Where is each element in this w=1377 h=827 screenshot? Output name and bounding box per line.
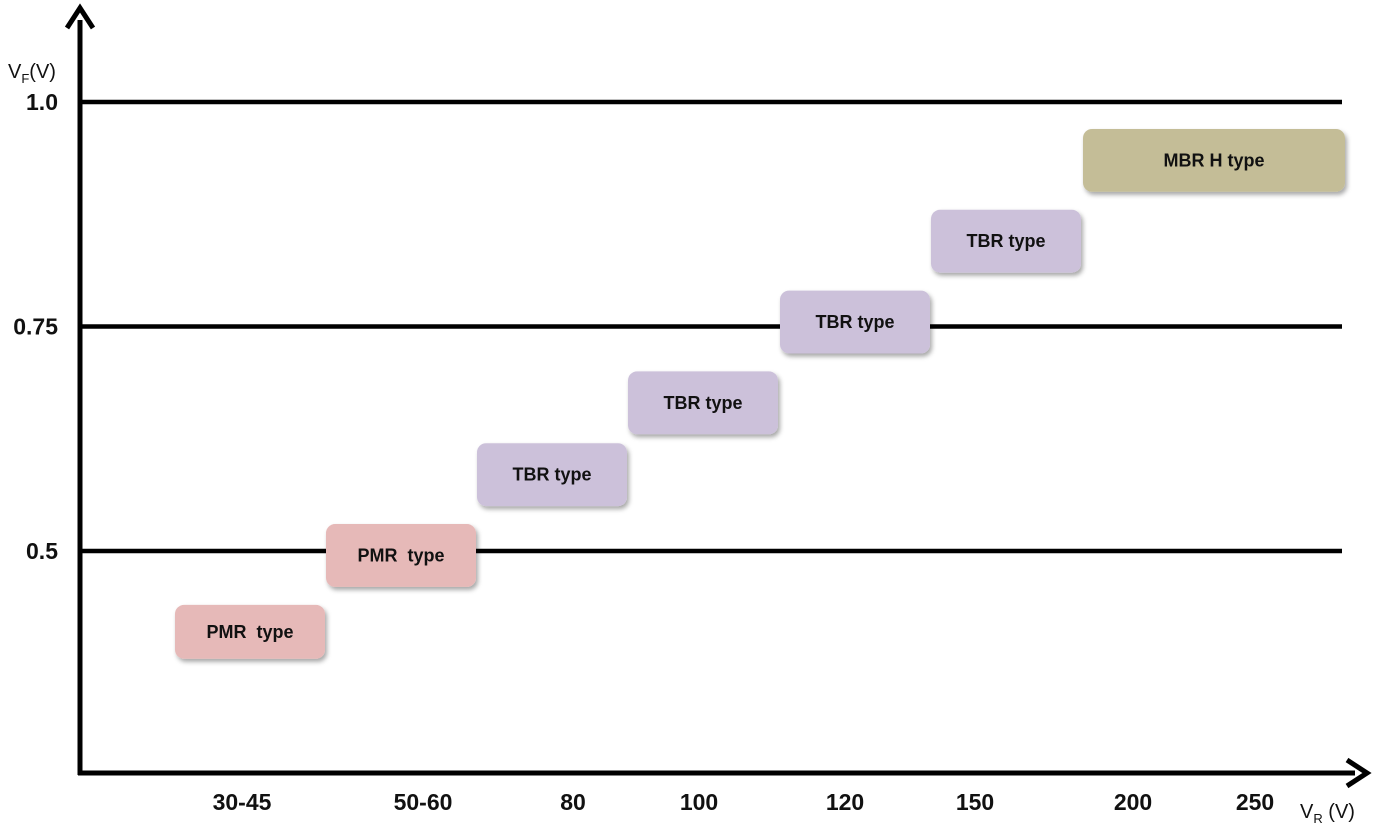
type-box-rect bbox=[931, 209, 1081, 273]
x-tick-label: 150 bbox=[956, 789, 994, 815]
type-box-label: TBR type bbox=[663, 393, 742, 413]
x-tick-label: 50-60 bbox=[394, 789, 453, 815]
y-axis-title: VF(V) bbox=[8, 61, 56, 86]
axes bbox=[64, 3, 1372, 789]
y-axis-title-main: V bbox=[8, 61, 22, 83]
y-tick-label: 0.5 bbox=[26, 538, 58, 564]
type-box-rect bbox=[326, 524, 476, 587]
x-axis-title: VR (V) bbox=[1300, 801, 1355, 826]
type-box-label: PMR type bbox=[357, 545, 444, 565]
type-box: TBR type bbox=[628, 371, 778, 435]
type-boxes: PMR type PMR type TBR type TBR type TBR type… bbox=[175, 128, 1345, 659]
x-tick-label: 250 bbox=[1236, 789, 1274, 815]
y-tick-labels: 0.5 0.75 1.0 bbox=[13, 89, 58, 564]
type-box: PMR type bbox=[326, 524, 476, 587]
x-axis-title-unit: (V) bbox=[1323, 801, 1355, 823]
y-tick-label: 1.0 bbox=[26, 89, 58, 115]
gridlines bbox=[80, 99, 1342, 554]
type-box: TBR type bbox=[477, 443, 627, 507]
x-axis-title-main: V bbox=[1300, 801, 1314, 823]
type-box-rect bbox=[628, 371, 778, 435]
type-box: PMR type bbox=[175, 604, 325, 659]
y-axis-title-sub: F bbox=[21, 71, 29, 86]
y-axis-arrow bbox=[64, 3, 96, 30]
y-axis-title-unit: (V) bbox=[29, 61, 56, 83]
x-tick-label: 80 bbox=[560, 789, 586, 815]
x-tick-labels: 30-45 50-60 80 100 120 150 200 250 bbox=[213, 789, 1275, 815]
type-box-label: TBR type bbox=[966, 231, 1045, 251]
type-box-rect bbox=[477, 443, 627, 507]
x-axis-arrow bbox=[1345, 757, 1372, 789]
type-box-rect bbox=[780, 290, 930, 354]
type-box: TBR type bbox=[931, 209, 1081, 273]
type-box-label: MBR H type bbox=[1163, 150, 1264, 170]
type-box-label: PMR type bbox=[206, 622, 293, 642]
type-box-rect bbox=[175, 604, 325, 659]
y-tick-label: 0.75 bbox=[13, 314, 58, 340]
type-box-rect bbox=[1083, 128, 1345, 192]
type-box: MBR H type bbox=[1083, 128, 1345, 192]
x-tick-label: 200 bbox=[1114, 789, 1152, 815]
x-axis-title-sub: R bbox=[1313, 811, 1322, 826]
x-tick-label: 120 bbox=[826, 789, 864, 815]
type-box-label: TBR type bbox=[512, 465, 591, 485]
type-box-label: TBR type bbox=[815, 312, 894, 332]
x-tick-label: 30-45 bbox=[213, 789, 272, 815]
x-tick-label: 100 bbox=[680, 789, 718, 815]
type-box: TBR type bbox=[780, 290, 930, 354]
